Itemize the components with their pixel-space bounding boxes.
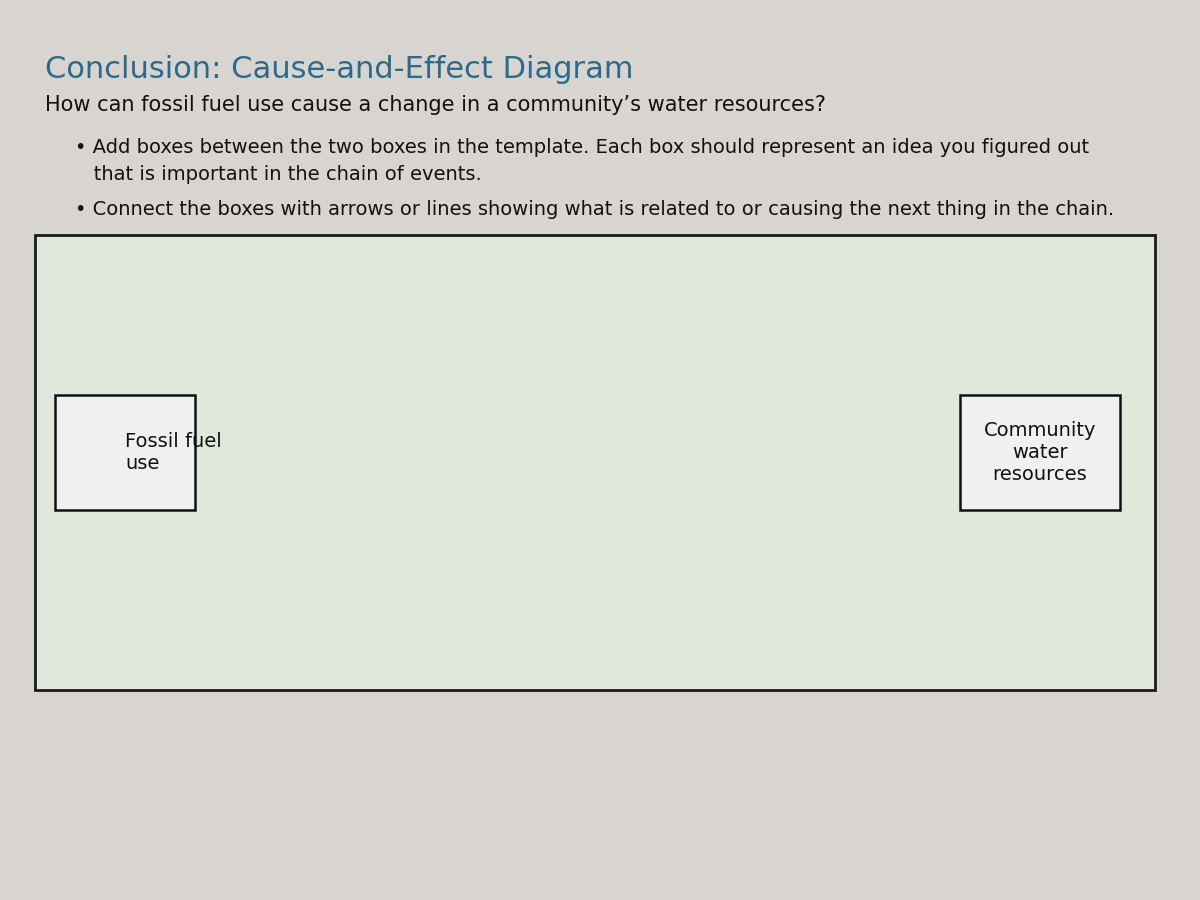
Bar xyxy=(960,395,1120,510)
Text: Conclusion: Cause-and-Effect Diagram: Conclusion: Cause-and-Effect Diagram xyxy=(46,55,634,84)
Bar xyxy=(55,395,194,510)
Text: that is important in the chain of events.: that is important in the chain of events… xyxy=(74,165,481,184)
Text: Fossil fuel
use: Fossil fuel use xyxy=(125,432,222,473)
Text: How can fossil fuel use cause a change in a community’s water resources?: How can fossil fuel use cause a change i… xyxy=(46,95,826,115)
Bar xyxy=(35,235,1154,690)
Text: • Connect the boxes with arrows or lines showing what is related to or causing t: • Connect the boxes with arrows or lines… xyxy=(74,200,1114,219)
Text: Community
water
resources: Community water resources xyxy=(984,421,1097,484)
Text: • Add boxes between the two boxes in the template. Each box should represent an : • Add boxes between the two boxes in the… xyxy=(74,138,1090,157)
